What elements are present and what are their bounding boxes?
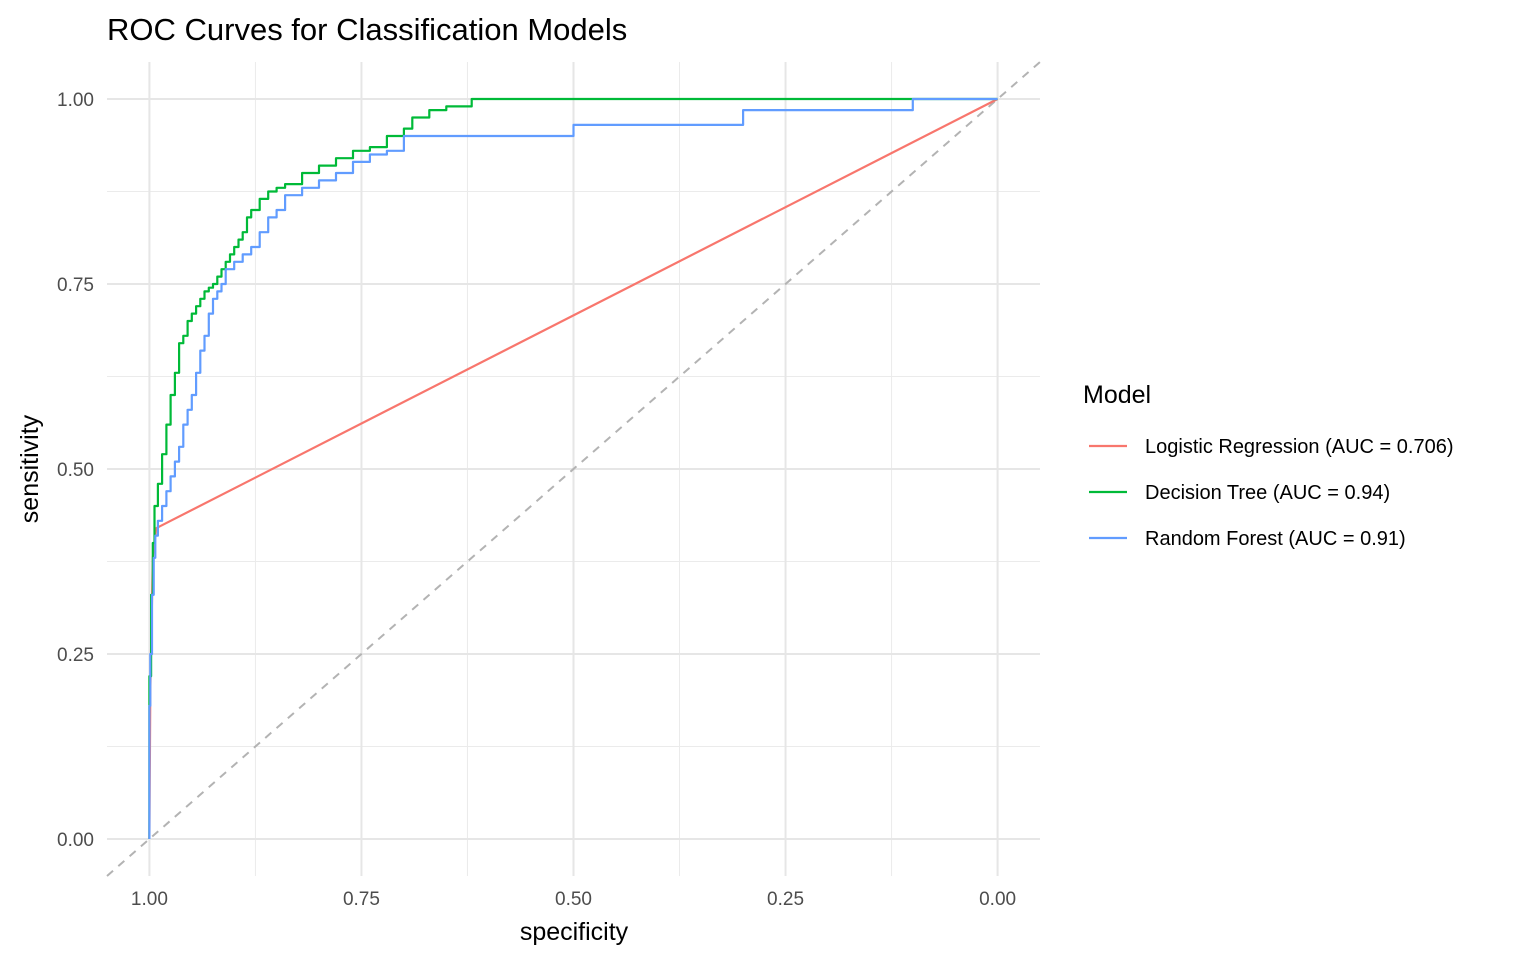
series-line-2 [148,97,998,839]
y-tick-label: 0.25 [57,645,94,666]
x-tick-label: 0.25 [767,889,804,910]
legend-title: Model [1083,381,1151,409]
x-tick-label: 0.50 [555,889,592,910]
y-axis-label: sensitivity [16,414,44,523]
x-axis-label: specificity [520,918,629,946]
series-lines [148,97,999,840]
x-tick-label: 0.00 [979,889,1016,910]
y-tick-label: 0.50 [57,460,94,481]
legend-label-3: Random Forest (AUC = 0.91) [1145,528,1406,550]
legend-label-2: Decision Tree (AUC = 0.94) [1145,482,1390,504]
reference-diagonal-line [106,61,1041,877]
y-tick-label: 0.75 [57,275,94,296]
x-tick-labels: 1.00 0.75 0.50 0.25 0.00 [131,889,1016,910]
legend: Model Logistic Regression (AUC = 0.706) D… [1083,381,1453,550]
y-tick-label: 0.00 [57,830,94,851]
y-tick-labels: 0.00 0.25 0.50 0.75 1.00 [57,90,94,851]
reference-diagonal [106,61,1041,877]
x-tick-label: 1.00 [131,889,168,910]
x-tick-label: 0.75 [343,889,380,910]
chart-title: ROC Curves for Classification Models [107,12,627,47]
legend-label-1: Logistic Regression (AUC = 0.706) [1145,436,1453,458]
y-tick-label: 1.00 [57,90,94,111]
series-line-3 [148,97,998,839]
